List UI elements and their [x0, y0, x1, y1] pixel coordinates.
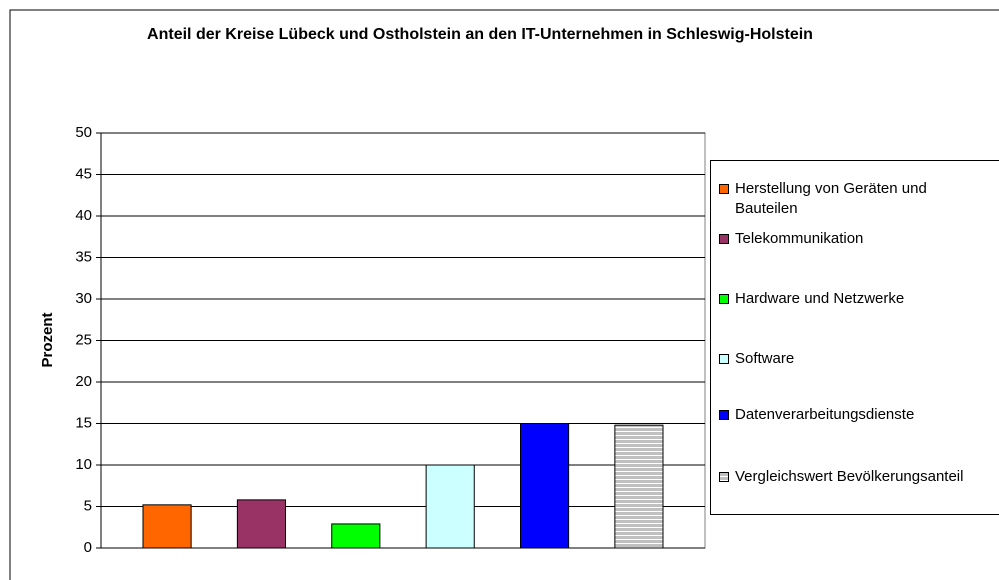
bar	[425, 464, 475, 549]
legend-label: Software	[735, 350, 795, 367]
y-tick-label: 40	[75, 207, 92, 224]
bar	[519, 423, 570, 549]
y-tick-label: 10	[75, 456, 92, 473]
legend-item: Telekommunikation	[719, 229, 989, 249]
legend-item: Datenverarbeitungsdienste	[719, 405, 989, 425]
legend-swatch	[719, 410, 729, 420]
legend-swatch	[719, 472, 729, 482]
legend-label: Hardware und Netzwerke	[735, 290, 905, 307]
y-tick-label: 50	[75, 124, 92, 141]
legend-item: Hardware und Netzwerke	[719, 289, 989, 309]
legend-item: Vergleichswert Bevölkerungsanteil	[719, 467, 989, 487]
y-tick-label: 0	[84, 539, 92, 556]
y-tick-label: 35	[75, 248, 92, 265]
legend: Herstellung von Geräten und Bauteilen Tel…	[710, 160, 999, 515]
y-tick-label: 25	[75, 331, 92, 348]
legend-swatch	[719, 234, 729, 244]
legend-swatch	[719, 294, 729, 304]
bar	[614, 424, 664, 549]
legend-label: Herstellung von Geräten und Bauteilen	[735, 180, 927, 217]
legend-label: Vergleichswert Bevölkerungsanteil	[735, 468, 964, 485]
title-box: Anteil der Kreise Lübeck und Ostholstein…	[147, 26, 813, 43]
y-tick-label: 15	[75, 414, 92, 431]
legend-swatch	[719, 184, 729, 194]
legend-label: Datenverarbeitungsdienste	[735, 406, 915, 423]
legend-swatch	[719, 354, 729, 364]
bar	[142, 504, 192, 549]
legend-item: Software	[719, 349, 989, 369]
y-tick-label: 5	[84, 497, 92, 514]
bar	[331, 523, 381, 549]
chart-title: Anteil der Kreise Lübeck und Ostholstein…	[147, 26, 813, 43]
legend-label: Telekommunikation	[735, 230, 864, 247]
y-tick-label: 20	[75, 373, 92, 390]
legend-item: Herstellung von Geräten und Bauteilen	[719, 179, 989, 219]
bar	[236, 499, 287, 549]
y-tick-label: 30	[75, 290, 92, 307]
y-tick-label: 45	[75, 165, 92, 182]
y-axis-label: Prozent	[39, 312, 56, 367]
